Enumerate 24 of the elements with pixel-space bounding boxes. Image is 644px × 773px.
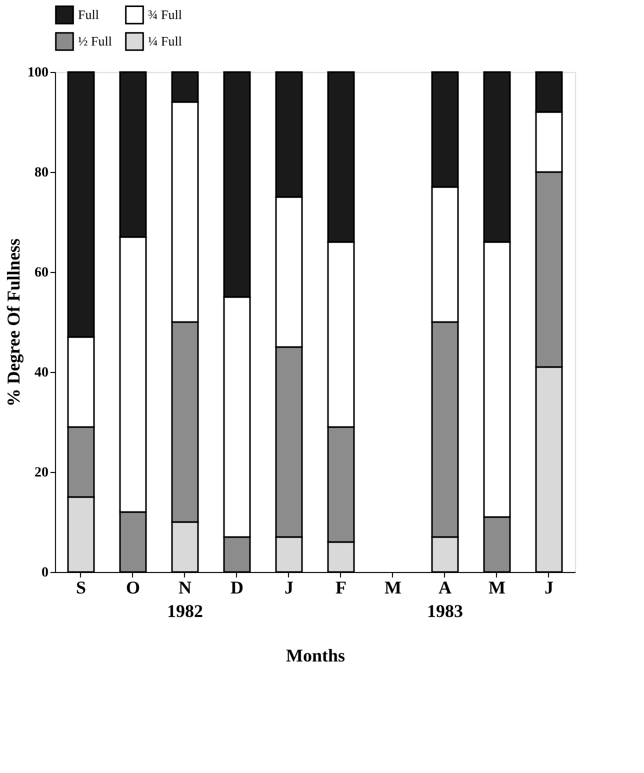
y-tick-label: 20 (34, 466, 48, 480)
legend-label: ¼ Full (148, 34, 182, 48)
x-tick-label: M (384, 578, 402, 598)
y-tick-label: 0 (42, 566, 48, 580)
y-tick-label: 60 (34, 266, 48, 280)
x-tick-label: A (438, 578, 452, 598)
x-tick-label: M (488, 578, 506, 598)
legend-label: ½ Full (78, 34, 112, 48)
x-tick-label: D (230, 578, 244, 598)
y-tick-label: 100 (28, 66, 48, 80)
x-axis-title: Months (286, 646, 346, 666)
y-axis-title: % Degree Of Fullness (4, 238, 24, 407)
text: 1982 (167, 601, 203, 621)
legend-label: Full (78, 6, 100, 22)
x-tick-label: O (126, 578, 140, 598)
x-tick-label: S (76, 578, 86, 598)
x-tick-label: J (544, 578, 554, 598)
y-tick-label: 40 (34, 366, 48, 380)
text: 1983 (427, 601, 463, 621)
y-tick-label: 80 (34, 166, 48, 180)
x-tick-label: J (284, 578, 294, 598)
x-tick-label: F (336, 578, 346, 598)
x-tick-label: N (178, 578, 192, 598)
legend-label: ¾ Full (148, 6, 182, 22)
